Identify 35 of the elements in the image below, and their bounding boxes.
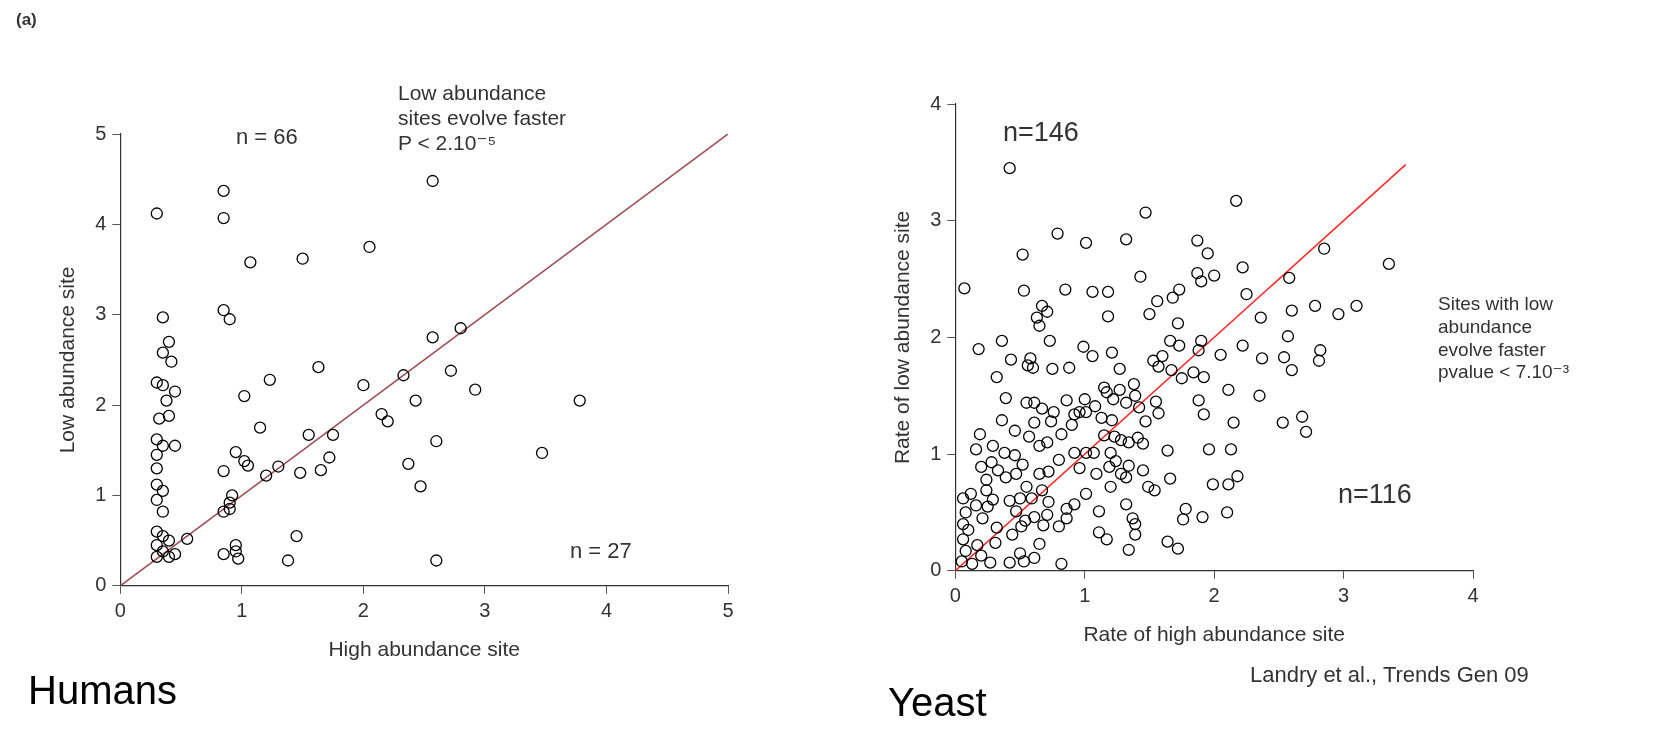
- text: Yeast: [888, 680, 987, 725]
- x-tick-label: 2: [357, 599, 369, 622]
- x-tick-label: 0: [949, 584, 961, 607]
- y-tick-label: 4: [930, 91, 942, 114]
- x-tick-label: 1: [236, 599, 248, 622]
- y-axis-title: Rate of low abundance site: [890, 210, 914, 465]
- y-tick-label: 4: [95, 211, 107, 234]
- y-tick-label: 0: [930, 558, 942, 581]
- x-tick-label: 3: [1338, 584, 1350, 607]
- annotation: n = 66: [236, 124, 298, 151]
- text: Landry et al., Trends Gen 09: [1250, 662, 1529, 689]
- x-tick-label: 0: [114, 599, 126, 622]
- annotation: n=116: [1338, 478, 1412, 511]
- x-axis-title: High abundance site: [328, 637, 520, 661]
- x-tick-label: 5: [722, 599, 734, 622]
- x-axis-title: Rate of high abundance site: [1083, 622, 1345, 646]
- x-tick-label: 2: [1208, 584, 1220, 607]
- y-tick-label: 3: [95, 302, 107, 325]
- text: Humans: [28, 668, 177, 713]
- annotation: Sites with low abundance evolve faster pvalue < 7.10⁻³: [1438, 293, 1569, 385]
- annotation: n=146: [1003, 116, 1079, 149]
- y-tick-label: 5: [95, 121, 107, 144]
- y-tick-label: 3: [930, 208, 942, 231]
- y-tick-label: 1: [930, 441, 942, 464]
- y-tick-label: 2: [95, 392, 107, 415]
- x-tick-label: 1: [1079, 584, 1091, 607]
- y-axis-title: Low abundance site: [55, 266, 79, 454]
- x-tick-label: 4: [1467, 584, 1479, 607]
- x-tick-label: 4: [600, 599, 613, 622]
- y-tick-label: 1: [95, 482, 107, 505]
- annotation: Low abundance sites evolve faster P < 2.10⁻⁵: [398, 80, 567, 156]
- text: (a): [16, 10, 37, 31]
- x-tick-label: 3: [479, 599, 491, 622]
- y-tick-label: 2: [930, 324, 942, 347]
- annotation: n = 27: [570, 538, 632, 565]
